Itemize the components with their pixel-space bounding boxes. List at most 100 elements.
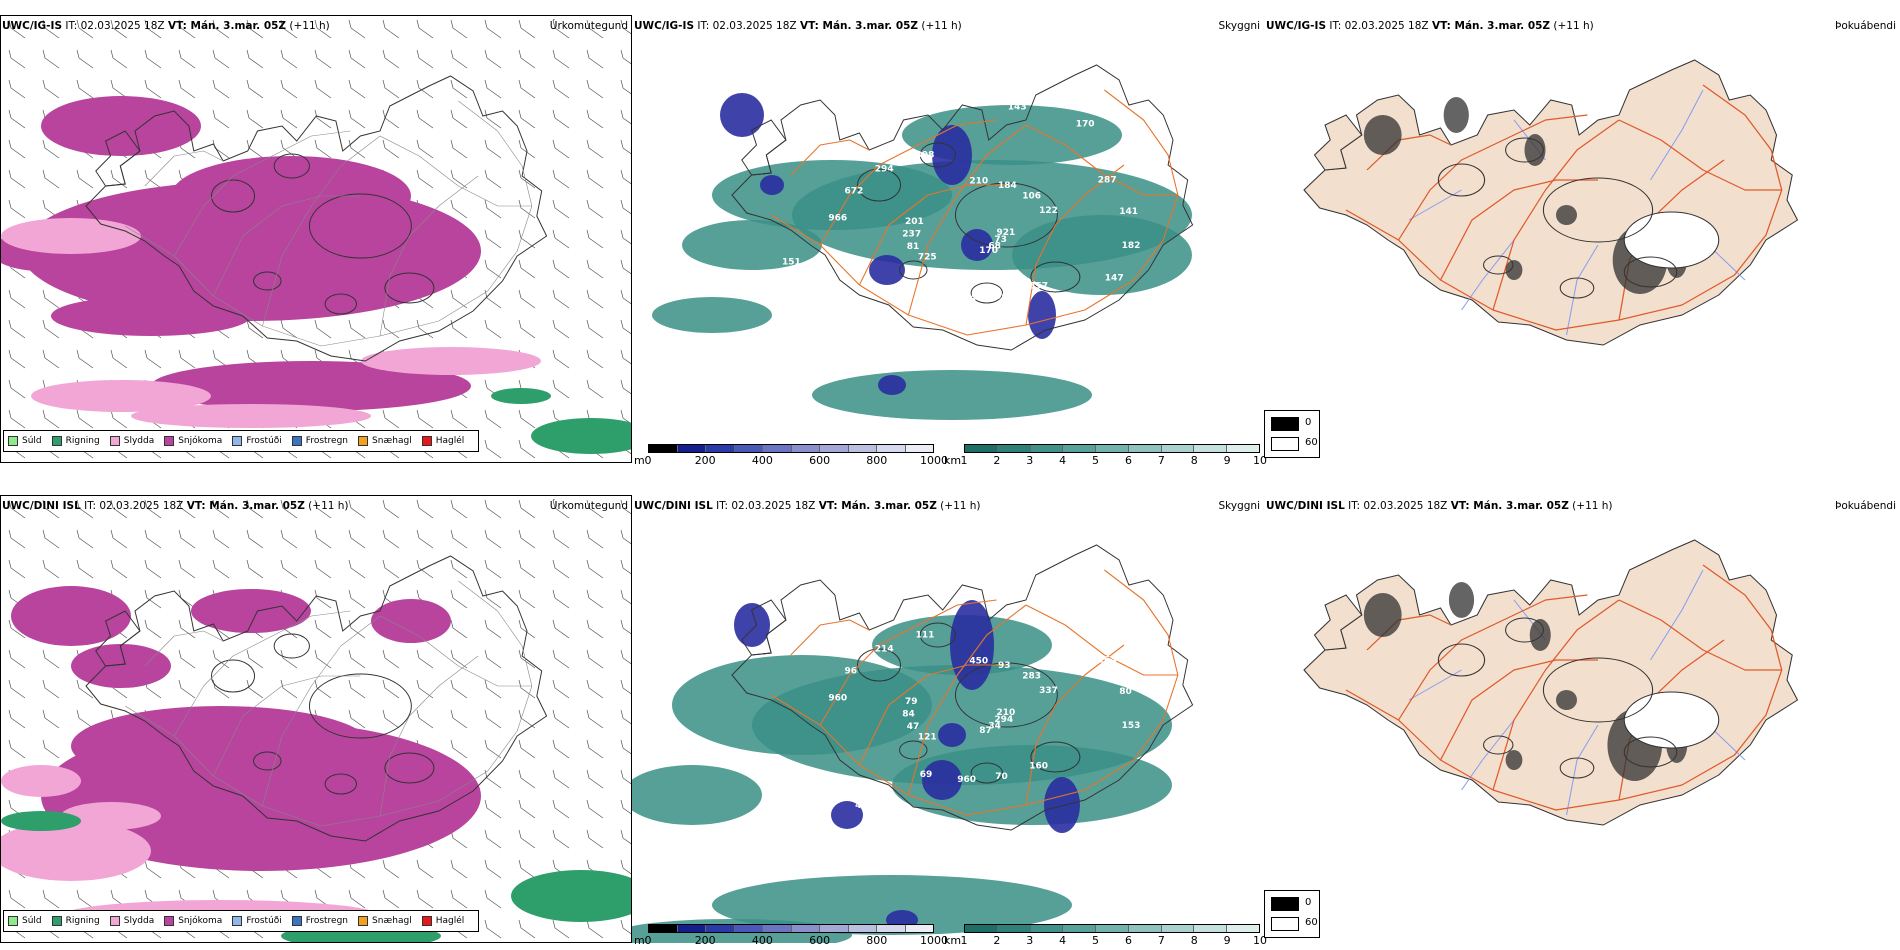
colorbar-segment bbox=[791, 925, 820, 932]
fog-legend-swatch bbox=[1271, 897, 1299, 911]
colorbar-segment bbox=[734, 925, 763, 932]
visibility-value-label: 961 bbox=[995, 292, 1014, 302]
colorbar-segment bbox=[1194, 445, 1228, 452]
precip-legend-label: Haglél bbox=[435, 916, 465, 926]
precip-legend-label: Snæhagl bbox=[372, 916, 412, 926]
visibility-value-label: 119 bbox=[809, 773, 828, 783]
colorbar-tick-label: 1000 bbox=[920, 934, 948, 947]
panel-header: UWC/IG-IS IT: 02.03.2025 18Z VT: Mán. 3.… bbox=[2, 20, 330, 32]
colorbar-tick-label: 5 bbox=[1092, 934, 1100, 947]
colorbar-tick-label: 800 bbox=[866, 454, 888, 467]
colorbar-tick-label: 1 bbox=[960, 454, 968, 467]
precip-legend-swatch bbox=[358, 436, 369, 446]
precip-legend-item: Frostregn bbox=[291, 916, 348, 926]
colorbar-segment bbox=[791, 445, 820, 452]
visibility-m-colorbar: m 0 200 400 600 800 1000 bbox=[634, 924, 948, 950]
colorbar-segment bbox=[1128, 925, 1162, 932]
colorbar-tick-label: 2 bbox=[993, 934, 1001, 947]
precip-legend-swatch bbox=[109, 436, 120, 446]
precip-legend-item: Frostúði bbox=[232, 436, 282, 446]
visibility-value-label: 214 bbox=[875, 645, 894, 655]
precip-legend-label: Slydda bbox=[123, 916, 155, 926]
visibility-value-label: 115 bbox=[809, 293, 828, 303]
visibility-value-label: 201 bbox=[905, 217, 924, 227]
colorbar-segment bbox=[734, 445, 763, 452]
colorbar-segment bbox=[997, 445, 1031, 452]
precip-legend-swatch bbox=[164, 916, 175, 926]
visibility-value-label: 93 bbox=[998, 661, 1011, 671]
precip-legend-item: Slydda bbox=[109, 436, 154, 446]
visibility-m-colorbar: m 0 200 400 600 800 1000 bbox=[634, 444, 948, 470]
visibility-value-label: 357 bbox=[1029, 281, 1048, 291]
precip-legend-item: Slydda bbox=[109, 916, 155, 926]
colorbar-strip bbox=[648, 924, 934, 933]
panel-header: UWC/IG-IS IT: 02.03.2025 18Z VT: Mán. 3.… bbox=[1266, 20, 1594, 32]
visibility-km-colorbar: km 1 2 3 4 5 6 7 8 9 10 bbox=[944, 444, 1267, 470]
fog-legend-label: 0 bbox=[1305, 897, 1312, 908]
panel-header: UWC/DINI ISL IT: 02.03.2025 18Z VT: Mán.… bbox=[1266, 500, 1613, 512]
precip-type-legend: Súld Rigning Slydda Snjókoma Frostúði Frostre… bbox=[3, 910, 480, 932]
visibility-value-label: 106 bbox=[1022, 191, 1041, 201]
colorbar-segment bbox=[649, 445, 678, 452]
visibility-value-label: 151 bbox=[782, 257, 801, 267]
colorbar-tick-label: 6 bbox=[1124, 454, 1132, 467]
visibility-value-label: 143 bbox=[1008, 102, 1027, 112]
visibility-value-label: 87 bbox=[979, 726, 992, 736]
precip-legend-item: Súld bbox=[8, 916, 42, 926]
visibility-value-label: 233 bbox=[864, 594, 883, 604]
visibility-value-label: 198 bbox=[934, 580, 953, 590]
colorbar-tick-label: 400 bbox=[751, 934, 773, 947]
visibility-value-label: 170 bbox=[1076, 119, 1095, 129]
colorbar-segment bbox=[997, 925, 1031, 932]
colorbar-segment bbox=[706, 445, 735, 452]
colorbar-tick-label: 9 bbox=[1223, 454, 1231, 467]
fog-index-panel: UWC/IG-IS IT: 02.03.2025 18Z VT: Mán. 3.… bbox=[1264, 0, 1900, 470]
colorbar-tick-label: 0 bbox=[644, 934, 652, 947]
colorbar-segment bbox=[1128, 445, 1162, 452]
fog-index-panel: UWC/DINI ISL IT: 02.03.2025 18Z VT: Mán.… bbox=[1264, 480, 1900, 950]
colorbar-segment bbox=[1030, 925, 1064, 932]
precip-legend-swatch bbox=[421, 436, 432, 446]
precip-legend-item: Snjókoma bbox=[164, 436, 222, 446]
fog-legend-label: 60 bbox=[1305, 437, 1318, 448]
precip-legend-label: Rigning bbox=[65, 436, 100, 446]
colorbar-segment bbox=[706, 925, 735, 932]
precip-legend-label: Frostúði bbox=[246, 916, 282, 926]
colorbar-segment bbox=[1194, 925, 1228, 932]
visibility-value-label: 121 bbox=[918, 733, 937, 743]
visibility-value-label: 184 bbox=[998, 181, 1017, 191]
precip-legend-swatch bbox=[291, 436, 302, 446]
visibility-value-label: 153 bbox=[1122, 721, 1141, 731]
colorbar-segment bbox=[1227, 925, 1260, 932]
colorbar-tick-label: 4 bbox=[1059, 934, 1067, 947]
precip-legend-swatch bbox=[51, 436, 62, 446]
visibility-value-label: 456 bbox=[855, 801, 874, 811]
colorbar-tick-label: 7 bbox=[1157, 934, 1165, 947]
precip-legend-item: Frostregn bbox=[291, 436, 348, 446]
precip-legend-swatch bbox=[109, 916, 120, 926]
visibility-value-label: 147 bbox=[1105, 273, 1124, 283]
visibility-value-label: 69 bbox=[920, 770, 933, 780]
precip-type-panel: Súld Rigning Slydda Snjókoma Frostúði Frostre… bbox=[0, 0, 632, 470]
visibility-panel: 921 725 210 357 966 287 121 408 73 81 184 961 672 141… bbox=[632, 0, 1267, 470]
colorbar-segment bbox=[677, 445, 706, 452]
precip-legend-item: Snæhagl bbox=[358, 436, 412, 446]
visibility-value-label: 68 bbox=[988, 242, 1001, 252]
colorbar-segment bbox=[965, 925, 998, 932]
colorbar-tick-label: 600 bbox=[809, 934, 831, 947]
precip-legend-swatch bbox=[8, 436, 18, 446]
colorbar-segment bbox=[1096, 925, 1129, 932]
precip-type-panel: Súld Rigning Slydda Snjókoma Frostúði Frostre… bbox=[0, 480, 632, 950]
colorbar-tick-label: 400 bbox=[751, 454, 773, 467]
precip-legend-item: Haglél bbox=[421, 916, 465, 926]
visibility-value-label: 141 bbox=[1119, 207, 1138, 217]
visibility-value-label: 210 bbox=[969, 176, 988, 186]
precip-legend-item: Frostúði bbox=[232, 916, 282, 926]
colorbar-strip bbox=[964, 444, 1260, 453]
visibility-value-label: 170 bbox=[979, 246, 998, 256]
visibility-value-label: 31 bbox=[920, 290, 933, 300]
precip-legend-item: Rigning bbox=[51, 916, 100, 926]
precip-legend-swatch bbox=[232, 436, 243, 446]
precip-legend-label: Frostúði bbox=[246, 436, 282, 446]
visibility-panel: 210 121 450 160 960 264 89 233 294 47 93 70 96 80 456 1… bbox=[632, 480, 1267, 950]
